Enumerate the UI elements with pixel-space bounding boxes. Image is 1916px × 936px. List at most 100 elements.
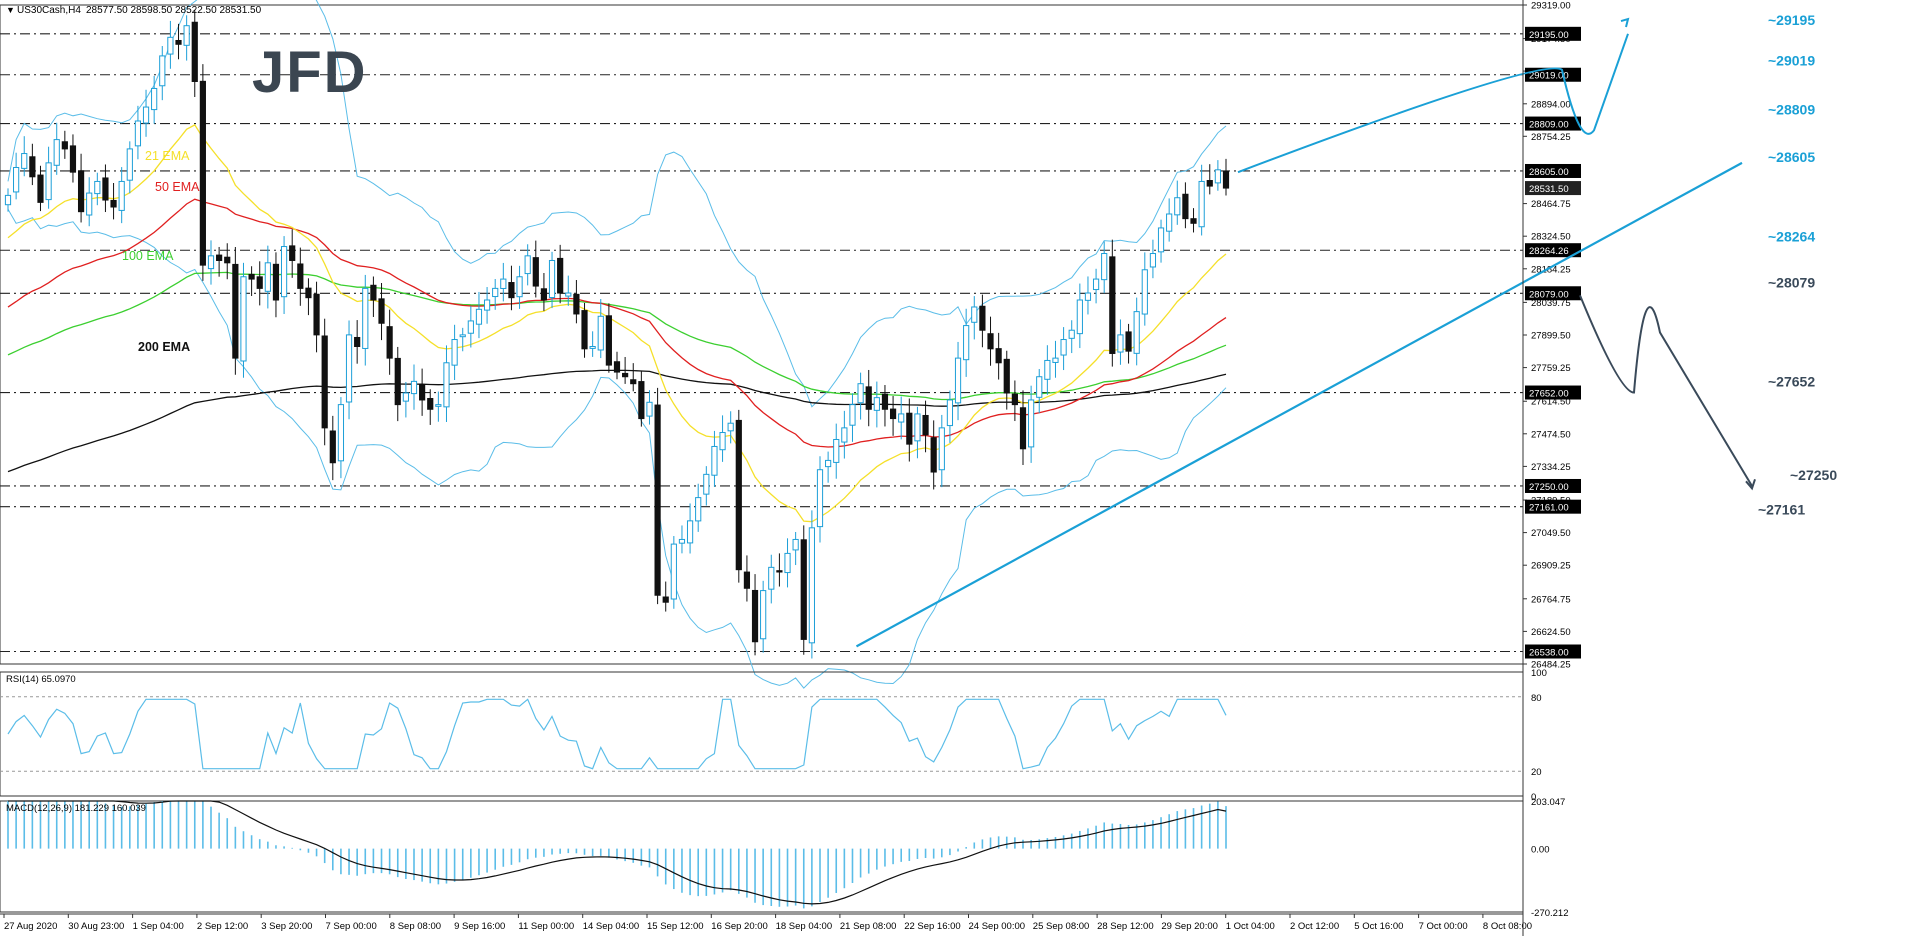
- candle-body: [313, 293, 320, 336]
- candle-body: [995, 348, 1002, 364]
- macd-tick-label: 0.00: [1531, 845, 1550, 856]
- x-tick-label: 9 Sep 16:00: [454, 921, 505, 932]
- jfd-logo: JFD: [252, 40, 368, 105]
- candle-body: [1060, 339, 1067, 356]
- price-box-label: 27161.00: [1529, 503, 1569, 514]
- macd-title: MACD(12,26,9) 181.229 160.039: [6, 803, 146, 814]
- candle-body: [69, 145, 77, 173]
- candle-body: [175, 39, 182, 45]
- price-box: [1525, 181, 1581, 196]
- candle-body: [1084, 292, 1092, 301]
- candle-body: [345, 334, 353, 403]
- candle-body: [1044, 359, 1051, 380]
- candle-body: [532, 257, 539, 287]
- candle-body: [272, 263, 280, 301]
- candle-body: [597, 315, 604, 351]
- x-tick-label: 8 Sep 08:00: [390, 921, 441, 932]
- candle-body: [630, 379, 637, 385]
- x-tick-label: 2 Oct 12:00: [1290, 921, 1339, 932]
- candle-body: [508, 282, 515, 299]
- y-tick-label: 26484.25: [1531, 660, 1571, 671]
- candle-body: [1076, 299, 1083, 335]
- candle-body: [906, 412, 913, 445]
- level-label: ~29019: [1768, 53, 1815, 69]
- candle-body: [280, 246, 288, 298]
- candle-body: [581, 310, 588, 350]
- candle-body: [833, 438, 840, 463]
- macd-tick-label: -270.212: [1531, 908, 1569, 919]
- x-tick-label: 27 Aug 2020: [4, 921, 57, 932]
- candle-body: [768, 566, 775, 590]
- candle-body: [77, 170, 85, 213]
- candle-body: [784, 552, 791, 574]
- candle-body: [1092, 278, 1100, 291]
- ema-label: 200 EMA: [138, 340, 190, 354]
- candle-body: [264, 262, 271, 292]
- rsi-tick-label: 80: [1531, 693, 1542, 704]
- candle-body: [329, 430, 336, 464]
- candle-body: [792, 538, 799, 551]
- bullish-projection-path: [1237, 33, 1629, 174]
- candle-body: [849, 404, 856, 426]
- level-label: ~28264: [1768, 228, 1815, 244]
- price-box-label: 28809.00: [1529, 120, 1569, 131]
- symbol-label: US30Cash,H4: [17, 5, 81, 16]
- candle-body: [53, 139, 60, 166]
- support-trendline: [855, 161, 1743, 648]
- x-tick-label: 1 Oct 04:00: [1226, 921, 1275, 932]
- y-tick-label: 29319.00: [1531, 1, 1571, 12]
- candle-body: [662, 596, 669, 603]
- candle-body: [1206, 180, 1213, 187]
- candle-body: [678, 538, 686, 544]
- candle-body: [419, 384, 426, 401]
- candle-body: [979, 305, 986, 331]
- candle-body: [743, 571, 751, 589]
- candle-body: [898, 413, 905, 423]
- y-tick-label: 27049.50: [1531, 528, 1571, 539]
- ema-label: 50 EMA: [155, 180, 200, 194]
- price-box-label: 28531.50: [1529, 184, 1569, 195]
- candle-body: [605, 315, 612, 366]
- candle-body: [686, 520, 694, 544]
- candle-body: [670, 543, 677, 600]
- y-tick-label: 28754.25: [1531, 132, 1571, 143]
- candle-body: [808, 527, 815, 644]
- price-box-label: 29019.00: [1529, 71, 1569, 82]
- candle-body: [492, 287, 499, 298]
- y-tick-label: 27759.25: [1531, 363, 1571, 374]
- candle-body: [719, 432, 726, 451]
- candle-body: [946, 399, 954, 427]
- candle-body: [102, 177, 109, 201]
- candle-body: [13, 166, 20, 193]
- candle-body: [289, 245, 296, 261]
- candle-body: [565, 292, 572, 297]
- y-tick-label: 27899.50: [1531, 330, 1571, 341]
- candle-body: [922, 414, 929, 436]
- collapse-arrow-icon[interactable]: ▼: [6, 5, 15, 15]
- candle-body: [1028, 399, 1035, 448]
- price-box-label: 26538.00: [1529, 648, 1569, 659]
- x-tick-label: 14 Sep 04:00: [583, 921, 640, 932]
- candle-body: [435, 404, 442, 407]
- candle-body: [1052, 357, 1059, 363]
- candle-body: [191, 21, 198, 82]
- candle-body: [467, 320, 474, 334]
- candle-body: [337, 404, 345, 462]
- candle-body: [930, 437, 937, 473]
- candle-body: [159, 55, 166, 87]
- candle-body: [483, 299, 491, 311]
- candle-body: [1019, 407, 1027, 450]
- candle-body: [4, 194, 12, 206]
- x-tick-label: 16 Sep 20:00: [711, 921, 768, 932]
- candle-body: [207, 255, 215, 270]
- candle-body: [126, 148, 133, 181]
- candle-body: [1125, 331, 1132, 352]
- y-tick-label: 28184.25: [1531, 264, 1571, 275]
- y-tick-label: 27474.50: [1531, 429, 1571, 440]
- candle-body: [110, 199, 117, 208]
- candle-body: [199, 80, 206, 266]
- x-tick-label: 1 Sep 04:00: [133, 921, 184, 932]
- candle-body: [183, 25, 190, 46]
- candle-body: [711, 445, 718, 476]
